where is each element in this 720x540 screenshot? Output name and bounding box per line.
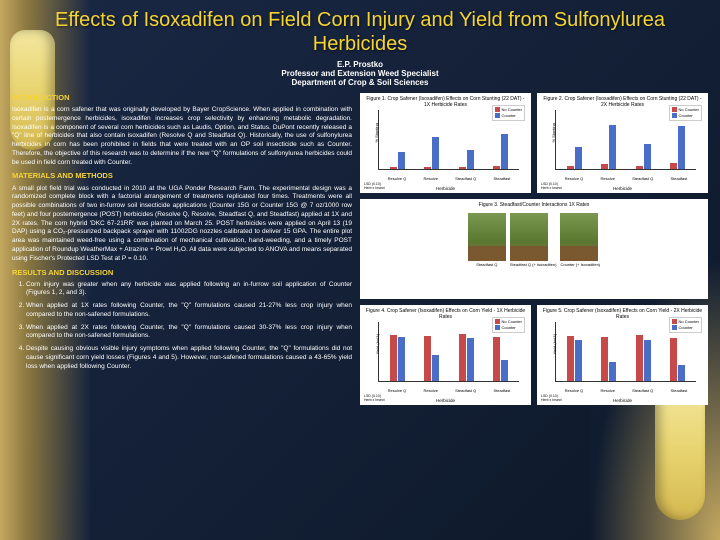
- figure-4: Figure 4. Crop Safener (Isoxadifen) Effe…: [360, 305, 531, 405]
- poster-title: Effects of Isoxadifen on Field Corn Inju…: [12, 8, 708, 56]
- methods-text: A small plot field trial was conducted i…: [12, 185, 352, 264]
- results-heading: RESULTS AND DISCUSSION: [12, 268, 352, 278]
- field-photo: [468, 213, 506, 261]
- methods-heading: MATERIALS AND METHODS: [12, 171, 352, 181]
- author-dept: Department of Crop & Soil Sciences: [12, 78, 708, 87]
- result-item: When applied at 2X rates following Count…: [26, 324, 352, 342]
- author-title: Professor and Extension Weed Specialist: [12, 69, 708, 78]
- photo-label: Steadfast Q: [468, 263, 506, 267]
- result-item: Corn injury was greater when any herbici…: [26, 281, 352, 299]
- results-list: Corn injury was greater when any herbici…: [26, 281, 352, 372]
- figure-1: Figure 1. Crop Safener (Isoxadifen) Effe…: [360, 93, 531, 193]
- photo-label: Counter (+ Isoxadifen): [560, 263, 600, 267]
- intro-heading: INTRODUCTION: [12, 93, 352, 103]
- figure-5: Figure 5. Crop Safener (Isoxadifen) Effe…: [537, 305, 708, 405]
- result-item: Despite causing obvious visible injury s…: [26, 345, 352, 371]
- photo-label: Steadfast Q (+ Isoxadifen): [510, 263, 557, 267]
- author-block: E.P. Prostko Professor and Extension Wee…: [12, 60, 708, 87]
- field-photo: [510, 213, 548, 261]
- author-name: E.P. Prostko: [12, 60, 708, 69]
- photo-row: Steadfast Q Steadfast Q (+ Isoxadifen) C…: [364, 213, 704, 267]
- fig3-title: Figure 3. Steadfast/Counter Interactions…: [364, 203, 704, 209]
- figure-3: Figure 3. Steadfast/Counter Interactions…: [360, 199, 708, 299]
- text-column: INTRODUCTION Isoxadifen is a corn safene…: [12, 93, 352, 405]
- figures-column: Figure 1. Crop Safener (Isoxadifen) Effe…: [360, 93, 708, 405]
- figure-2: Figure 2. Crop Safener (Isoxadifen) Effe…: [537, 93, 708, 193]
- result-item: When applied at 1X rates following Count…: [26, 302, 352, 320]
- field-photo: [560, 213, 598, 261]
- intro-text: Isoxadifen is a corn safener that was or…: [12, 106, 352, 167]
